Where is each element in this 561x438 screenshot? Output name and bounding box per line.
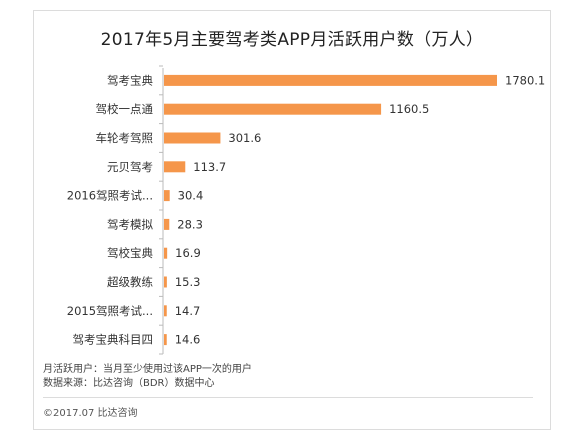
copyright-text: ©2017.07 比达咨询	[43, 408, 138, 419]
value-label: 15.3	[175, 275, 201, 289]
category-label: 元贝驾考	[107, 160, 153, 174]
value-label: 14.6	[175, 333, 201, 347]
source-note: 数据来源：比达咨询（BDR）数据中心	[43, 378, 215, 389]
bar	[164, 247, 168, 259]
bar	[164, 103, 382, 115]
value-label: 14.7	[175, 304, 201, 318]
bar	[164, 74, 497, 86]
value-label: 16.9	[175, 246, 201, 260]
category-label: 驾校一点通	[96, 102, 154, 116]
category-label: 驾考宝典科目四	[73, 333, 154, 347]
footer-divider	[43, 397, 533, 398]
category-label: 车轮考驾照	[96, 131, 154, 145]
chart-title: 2017年5月主要驾考类APP月活跃用户数（万人）	[100, 30, 484, 50]
category-label: 2015驾照考试...	[67, 304, 153, 318]
category-label: 驾校宝典	[107, 246, 153, 260]
bar-chart: 驾考宝典 1780.1 驾校一点通 1160.5 车轮考驾照 301.6 元贝驾考 113.7…	[67, 65, 545, 355]
value-label: 28.3	[177, 217, 203, 231]
bar	[164, 190, 170, 202]
bar	[164, 218, 170, 230]
value-label: 113.7	[193, 160, 226, 174]
bar	[164, 161, 186, 173]
definition-note: 月活跃用户：当月至少使用过该APP一次的用户	[43, 364, 252, 375]
value-label: 1160.5	[389, 102, 429, 116]
value-label: 301.6	[228, 131, 261, 145]
category-label: 2016驾照考试...	[67, 189, 153, 203]
bar	[164, 305, 167, 317]
value-label: 1780.1	[505, 73, 545, 87]
bar	[164, 276, 167, 288]
category-label: 驾考宝典	[107, 73, 153, 87]
category-label: 超级教练	[107, 275, 153, 289]
bar	[164, 334, 167, 346]
chart-notes: 月活跃用户：当月至少使用过该APP一次的用户 数据来源：比达咨询（BDR）数据中…	[43, 363, 252, 391]
bar	[164, 132, 221, 144]
chart-card: 2017年5月主要驾考类APP月活跃用户数（万人） 驾考宝典 1780.1 驾校一点…	[33, 10, 551, 430]
category-label: 驾考模拟	[107, 217, 153, 231]
value-label: 30.4	[178, 189, 204, 203]
